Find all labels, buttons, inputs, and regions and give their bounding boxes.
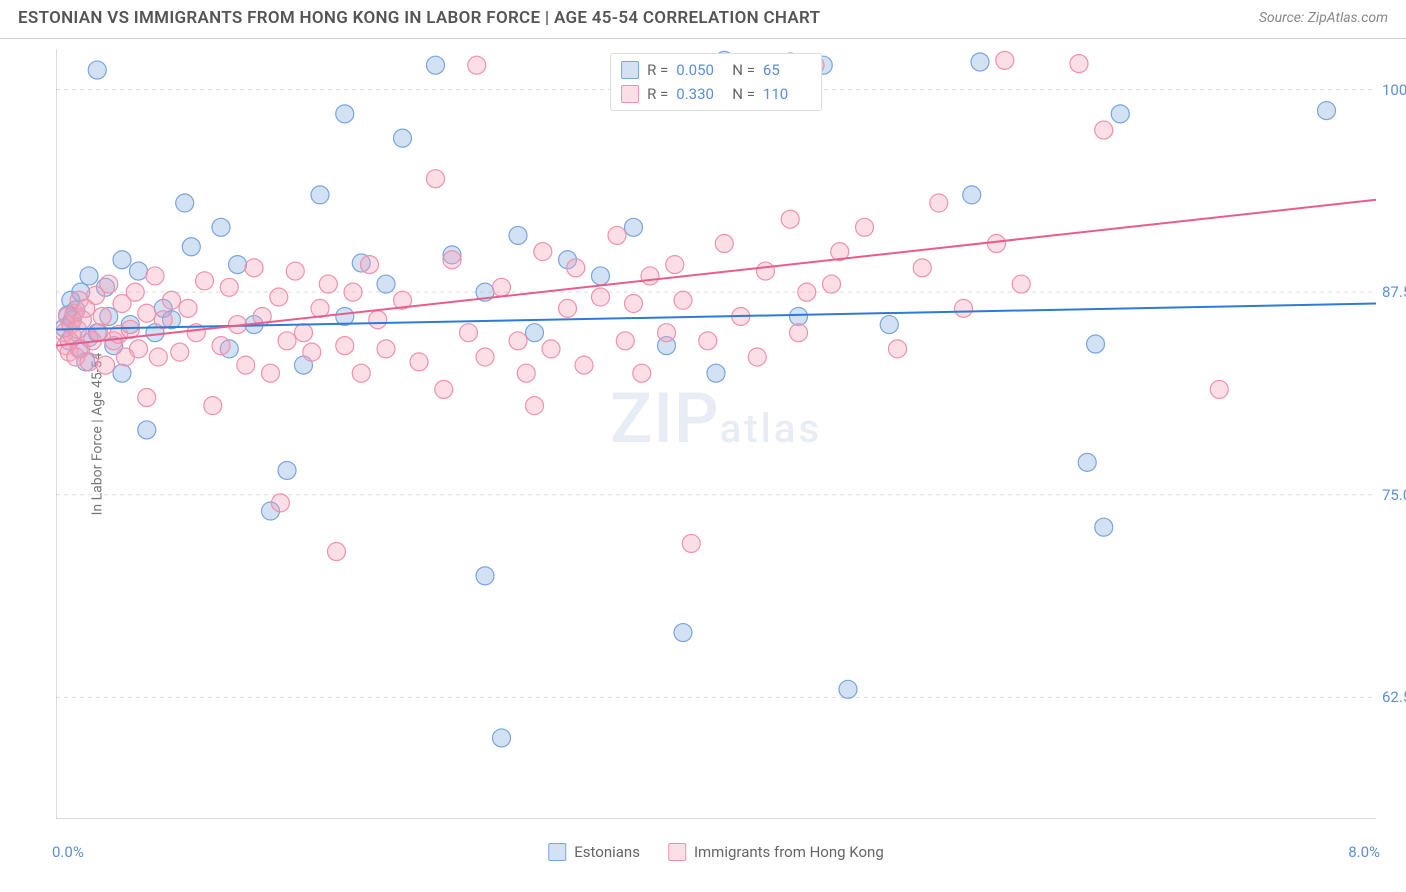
- chart-area: In Labor Force | Age 45-54 ZIPatlas 62.5…: [56, 49, 1376, 819]
- y-tick-label: 62.5%: [1382, 688, 1406, 706]
- y-tick-label: 100.0%: [1382, 81, 1406, 99]
- chart-title: ESTONIAN VS IMMIGRANTS FROM HONG KONG IN…: [18, 8, 820, 28]
- legend-label: Estonians: [574, 843, 640, 861]
- r-label: R =: [647, 82, 668, 106]
- legend-swatch-icon: [548, 843, 566, 861]
- legend-swatch-icon: [621, 85, 639, 103]
- r-value: 0.330: [676, 82, 724, 106]
- r-value: 0.050: [676, 58, 724, 82]
- legend-swatch-icon: [668, 843, 686, 861]
- n-label: N =: [732, 58, 755, 82]
- correlation-row: R = 0.330 N = 110: [621, 82, 811, 106]
- legend-swatch-icon: [621, 61, 639, 79]
- x-axis-max-label: 8.0%: [1348, 843, 1380, 861]
- bottom-legend: Estonians Immigrants from Hong Kong: [548, 843, 884, 861]
- legend-label: Immigrants from Hong Kong: [694, 843, 884, 861]
- n-label: N =: [732, 82, 755, 106]
- n-value: 110: [763, 82, 811, 106]
- scatter-plot: [56, 49, 1376, 819]
- legend-item-hongkong: Immigrants from Hong Kong: [668, 843, 884, 861]
- legend-item-estonians: Estonians: [548, 843, 640, 861]
- correlation-legend: R = 0.050 N = 65 R = 0.330 N = 110: [610, 53, 822, 111]
- source-label: Source: ZipAtlas.com: [1259, 10, 1388, 26]
- y-tick-label: 75.0%: [1382, 486, 1406, 504]
- n-value: 65: [763, 58, 811, 82]
- correlation-row: R = 0.050 N = 65: [621, 58, 811, 82]
- header-bar: ESTONIAN VS IMMIGRANTS FROM HONG KONG IN…: [0, 0, 1406, 39]
- x-axis-min-label: 0.0%: [52, 843, 84, 861]
- r-label: R =: [647, 58, 668, 82]
- y-tick-label: 87.5%: [1382, 283, 1406, 301]
